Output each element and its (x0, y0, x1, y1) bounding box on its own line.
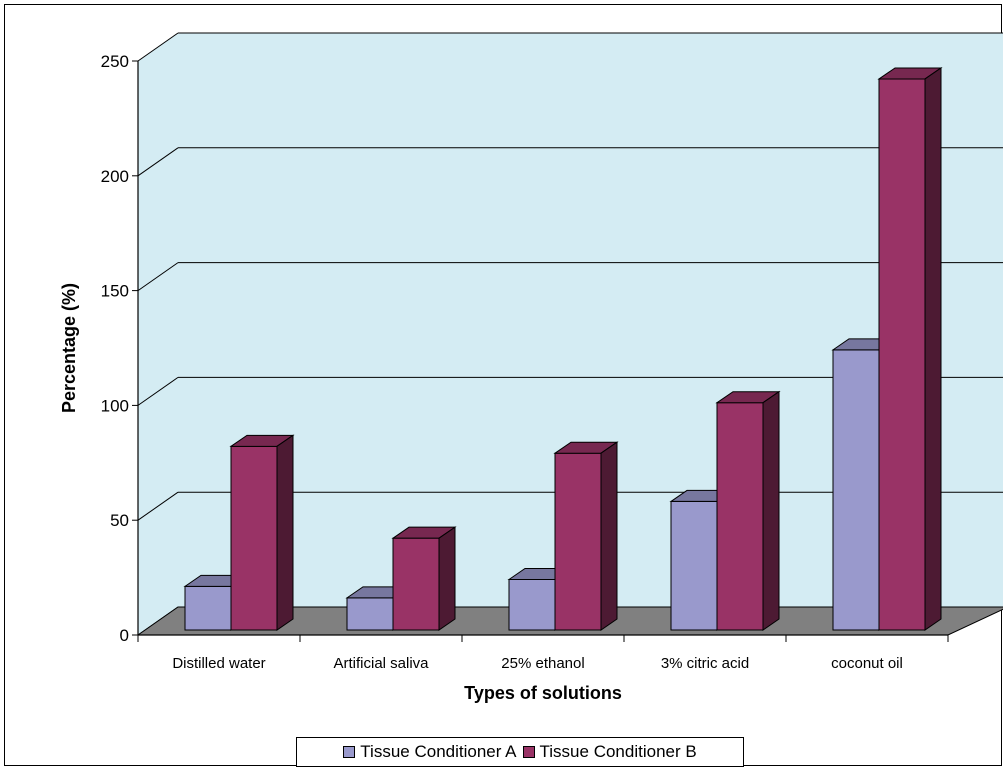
x-category-label: Artificial saliva (333, 655, 429, 672)
y-axis-title: Percentage (%) (59, 283, 79, 413)
axes (132, 60, 949, 642)
y-tick-label: 0 (120, 626, 129, 645)
x-category-label: coconut oil (831, 655, 903, 672)
bar-b-side (924, 67, 942, 631)
y-tick-label: 250 (101, 52, 129, 71)
bar-a-front (832, 349, 880, 631)
legend-swatch-a (343, 746, 356, 758)
x-category-label: 3% citric acid (661, 655, 749, 672)
bar-b-front (392, 537, 440, 631)
legend-swatch-b (522, 746, 535, 758)
bar-b-side (276, 434, 294, 631)
legend: Tissue Conditioner A Tissue Conditioner … (296, 737, 744, 767)
x-axis-title: Types of solutions (464, 683, 622, 703)
legend-label-b: Tissue Conditioner B (539, 742, 697, 761)
gridline-side (137, 147, 179, 177)
bar-a-front (670, 500, 718, 631)
y-tick-label: 100 (101, 396, 129, 415)
plot-wall (138, 33, 1003, 635)
bar-b-side (600, 441, 618, 631)
legend-item-a: Tissue Conditioner A (343, 742, 517, 762)
bar-chart: 0 50 100 150 200 250 Distilled water Artificial… (59, 32, 1003, 703)
gridline-side (137, 262, 179, 292)
x-category-label: Distilled water (172, 655, 265, 672)
bar-b-front (878, 78, 926, 631)
bar-b-front (230, 445, 278, 631)
bar-a-front (508, 578, 556, 631)
gridline-side (137, 491, 179, 521)
bars (183, 67, 943, 631)
bar-b-front (554, 452, 602, 631)
bar-b-side (438, 526, 456, 631)
gridline-side (137, 32, 179, 62)
gridline-side (137, 376, 179, 406)
bar-b-front (716, 402, 764, 631)
x-category-label: 25% ethanol (501, 655, 584, 672)
bar-a-front (184, 585, 232, 631)
y-tick-label: 200 (101, 167, 129, 186)
legend-item-b: Tissue Conditioner B (522, 742, 697, 762)
chart-frame: 0 50 100 150 200 250 Distilled water Artificial… (4, 4, 1003, 767)
back-wall (138, 33, 1003, 635)
y-tick-label: 150 (101, 282, 129, 301)
legend-label-a: Tissue Conditioner A (360, 742, 517, 761)
axis-labels: 0 50 100 150 200 250 Distilled water Artificial… (101, 52, 903, 672)
y-tick-label: 50 (110, 511, 129, 530)
bar-a-front (346, 597, 394, 631)
bar-b-side (762, 390, 780, 631)
